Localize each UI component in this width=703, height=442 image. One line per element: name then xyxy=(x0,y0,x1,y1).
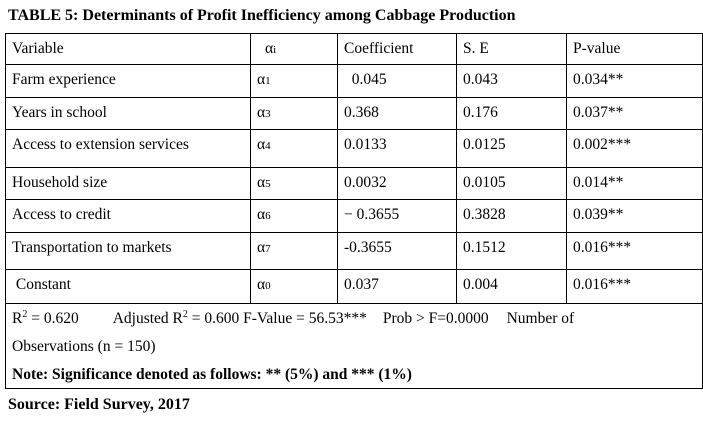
table-title: TABLE 5: Determinants of Profit Ineffici… xyxy=(8,7,516,24)
coefficient-cell: 0.037 xyxy=(337,269,457,304)
number-of: Number of xyxy=(506,310,575,327)
table-row: Transportation to markets α7 -0.3655 0.1… xyxy=(5,232,703,270)
se-cell: 0.043 xyxy=(456,64,567,98)
pvalue-cell: 0.016*** xyxy=(566,269,703,304)
se-cell: 0.0125 xyxy=(456,129,567,168)
variable-cell: Transportation to markets xyxy=(5,232,251,270)
se-cell: 0.004 xyxy=(456,269,567,304)
table-row: Years in school α3 0.368 0.176 0.037** xyxy=(5,97,703,130)
alpha-cell: α1 xyxy=(250,64,338,98)
se-cell: 0.3828 xyxy=(456,199,567,233)
results-table: Variable αi Coefficient S. E P-value Far… xyxy=(5,33,703,389)
variable-cell: Access to extension services xyxy=(5,129,251,168)
pvalue-cell: 0.014** xyxy=(566,167,703,200)
coefficient-cell: − 0.3655 xyxy=(337,199,457,233)
pvalue-cell: 0.034** xyxy=(566,64,703,98)
stats-line: R2 = 0.620 Adjusted R2 = 0.600 F-Value = … xyxy=(5,303,703,332)
pvalue-cell: 0.037** xyxy=(566,97,703,130)
alpha-cell: α7 xyxy=(250,232,338,270)
coefficient-cell: -0.3655 xyxy=(337,232,457,270)
coefficient-cell: 0.368 xyxy=(337,97,457,130)
alpha-cell: α0 xyxy=(250,269,338,304)
variable-cell: Constant xyxy=(5,269,251,304)
se-cell: 0.176 xyxy=(456,97,567,130)
header-alpha: αi xyxy=(250,33,338,65)
variable-cell: Farm experience xyxy=(5,64,251,98)
variable-cell: Years in school xyxy=(5,97,251,130)
adjusted-r2: Adjusted R2 = 0.600 F-Value = 56.53*** xyxy=(112,308,367,327)
pvalue-cell: 0.039** xyxy=(566,199,703,233)
variable-cell: Access to credit xyxy=(5,199,251,233)
pvalue-cell: 0.002*** xyxy=(566,129,703,168)
table-row: Access to credit α6 − 0.3655 0.3828 0.03… xyxy=(5,199,703,233)
coefficient-cell: 0.045 xyxy=(337,64,457,98)
alpha-cell: α4 xyxy=(250,129,338,168)
coefficient-cell: 0.0133 xyxy=(337,129,457,168)
table-row: Household size α5 0.0032 0.0105 0.014** xyxy=(5,167,703,200)
table-row: Access to extension services α4 0.0133 0… xyxy=(5,129,703,168)
se-cell: 0.1512 xyxy=(456,232,567,270)
source-note: Source: Field Survey, 2017 xyxy=(8,396,190,413)
header-variable: Variable xyxy=(5,33,251,65)
table-row: Constant α0 0.037 0.004 0.016*** xyxy=(5,269,703,304)
header-row: Variable αi Coefficient S. E P-value xyxy=(5,33,703,65)
alpha-cell: α6 xyxy=(250,199,338,233)
significance-note: Note: Significance denoted as follows: *… xyxy=(5,360,703,389)
coefficient-cell: 0.0032 xyxy=(337,167,457,200)
header-pvalue: P-value xyxy=(566,33,703,65)
prob-f: Prob > F=0.0000 xyxy=(382,310,489,327)
stats-row: R2 = 0.620 Adjusted R2 = 0.600 F-Value = … xyxy=(5,303,703,332)
alpha-cell: α3 xyxy=(250,97,338,130)
r2: R2 = 0.620 xyxy=(12,308,79,327)
alpha-cell: α5 xyxy=(250,167,338,200)
table-row: Farm experience α1 0.045 0.043 0.034** xyxy=(5,64,703,98)
observations: Observations (n = 150) xyxy=(5,332,703,360)
header-se: S. E xyxy=(456,33,567,65)
header-coefficient: Coefficient xyxy=(337,33,457,65)
variable-cell: Household size xyxy=(5,167,251,200)
pvalue-cell: 0.016*** xyxy=(566,232,703,270)
se-cell: 0.0105 xyxy=(456,167,567,200)
